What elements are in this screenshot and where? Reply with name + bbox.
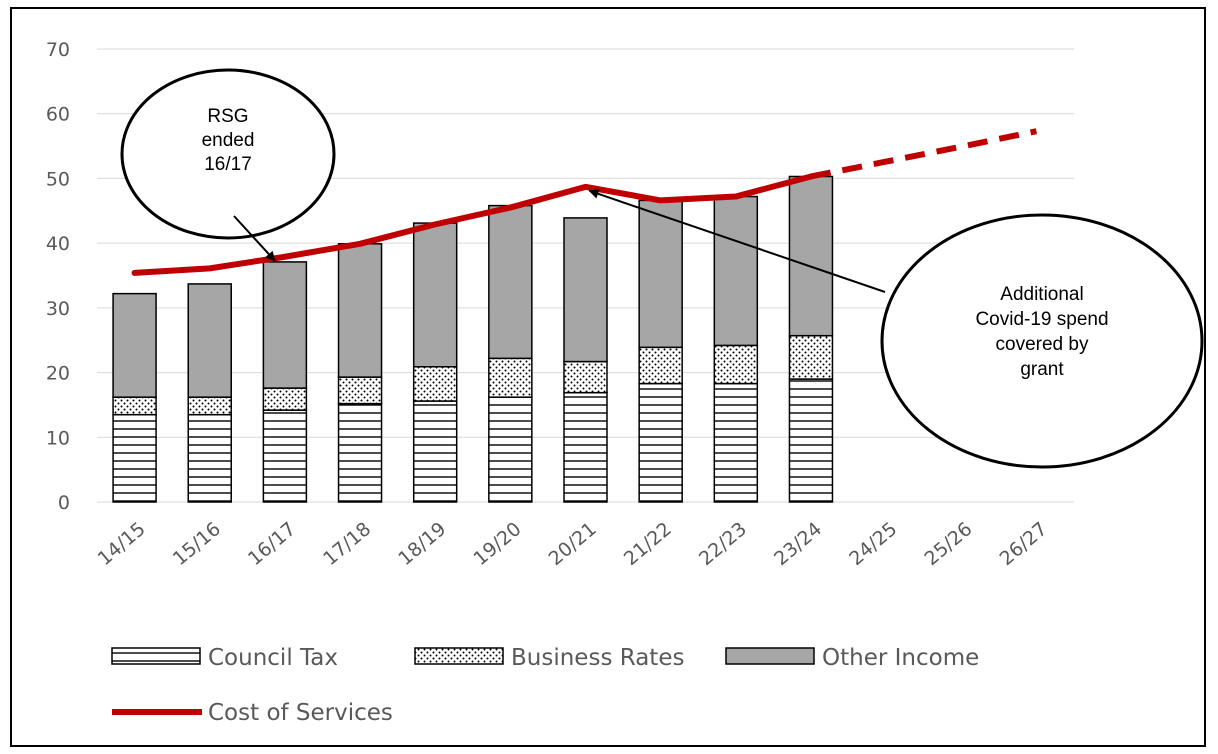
callout-covid-text: grant (1020, 359, 1064, 380)
bar-other-income (262, 261, 308, 389)
cost-line (131, 128, 1038, 276)
callout-rsg-arrow (233, 215, 276, 262)
bar-council-tax (112, 413, 157, 503)
y-axis-ticks: 0 10 20 30 40 50 60 70 (46, 39, 70, 514)
bar-business-rates (638, 346, 683, 385)
legend-swatch-0 (111, 647, 201, 665)
bar-other-income (112, 292, 157, 398)
bar-council-tax (563, 391, 608, 503)
y-tick-label: 50 (46, 168, 70, 190)
legend: Council Tax Business Rates Other Income Cos… (111, 645, 979, 726)
x-tick-label: 17/18 (319, 518, 375, 570)
x-tick-label: 15/16 (169, 518, 225, 570)
x-tick-label: 19/20 (469, 518, 525, 570)
bar-council-tax (713, 382, 759, 503)
bar-business-rates (488, 357, 533, 398)
callout-rsg-bubble (120, 68, 336, 240)
bar-council-tax (262, 409, 308, 503)
chart-svg: 0 10 20 30 40 50 60 70 14/15 15/16 16/17 17/18 18/1… (46, 39, 1204, 726)
callouts: RSG ended 16/17 Additional Covid-19 spend cov… (120, 68, 1204, 469)
y-tick-label: 10 (46, 427, 70, 449)
cost-line-projected (810, 128, 1038, 180)
bar-business-rates (337, 376, 383, 405)
y-tick-label: 0 (58, 492, 70, 514)
x-tick-label: 18/19 (394, 518, 450, 570)
x-tick-label: 26/27 (996, 518, 1052, 570)
callout-rsg-text: RSG (207, 106, 248, 127)
x-tick-label: 21/22 (620, 518, 676, 570)
bar-business-rates (713, 344, 759, 385)
x-tick-label: 25/26 (920, 518, 976, 570)
callout-covid-text: covered by (996, 334, 1089, 355)
bar-other-income (187, 283, 232, 398)
bar-other-income (337, 243, 383, 378)
bar-business-rates (788, 334, 834, 380)
x-tick-label: 14/15 (94, 518, 150, 570)
x-tick-label: 16/17 (244, 518, 300, 570)
y-tick-label: 60 (46, 104, 70, 126)
bar-council-tax (187, 413, 232, 503)
callout-rsg-text: 16/17 (204, 154, 252, 175)
bar-other-income (488, 204, 533, 360)
callout-covid-arrow (588, 189, 886, 293)
callout-covid-text: Additional (1000, 284, 1083, 305)
legend-swatch-2 (725, 647, 815, 665)
y-tick-label: 70 (46, 39, 70, 61)
bar-council-tax (412, 400, 458, 503)
legend-label: Cost of Services (208, 700, 393, 726)
bar-business-rates (412, 365, 458, 402)
bar-other-income (412, 222, 458, 368)
x-tick-label: 22/23 (695, 518, 751, 570)
y-tick-label: 20 (46, 363, 70, 385)
x-tick-label: 23/24 (770, 518, 826, 570)
y-tick-label: 30 (46, 298, 70, 320)
legend-label: Other Income (822, 645, 979, 671)
bar-council-tax (638, 382, 683, 503)
bar-council-tax (488, 396, 533, 503)
bars (112, 175, 834, 503)
bar-business-rates (563, 360, 608, 394)
x-tick-label: 20/21 (545, 518, 601, 570)
bar-other-income (788, 175, 834, 337)
legend-label: Business Rates (511, 645, 684, 671)
bar-other-income (563, 217, 608, 363)
bar-council-tax (788, 378, 834, 503)
bar-business-rates (112, 396, 157, 416)
bar-other-income (713, 195, 759, 347)
cost-line-actual (131, 173, 814, 276)
callout-covid-bubble (880, 213, 1204, 469)
bar-council-tax (337, 402, 383, 503)
legend-swatch-1 (414, 647, 504, 665)
callout-covid-text: Covid-19 spend (975, 309, 1108, 330)
chart-frame: 0 10 20 30 40 50 60 70 14/15 15/16 16/17 17/18 18/1… (10, 7, 1206, 747)
callout-rsg-text: ended (202, 130, 255, 151)
bar-other-income (638, 199, 683, 349)
legend-label: Council Tax (208, 645, 338, 671)
bar-business-rates (262, 387, 308, 411)
x-tick-label: 24/25 (845, 518, 901, 570)
x-axis-ticks: 14/15 15/16 16/17 17/18 18/19 19/20 20/21 21/22… (94, 518, 1052, 570)
bar-business-rates (187, 396, 232, 416)
y-tick-label: 40 (46, 233, 70, 255)
